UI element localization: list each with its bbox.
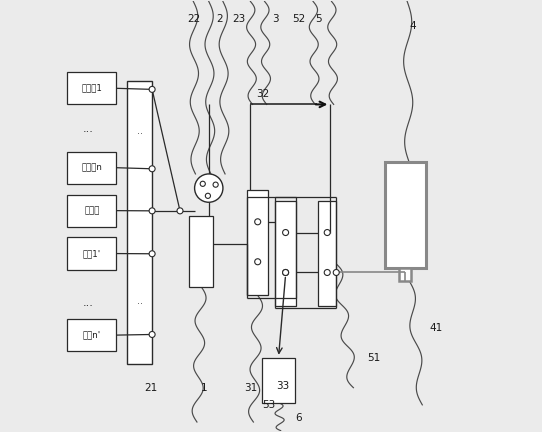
Circle shape: [282, 229, 288, 235]
Circle shape: [282, 270, 288, 276]
Bar: [318, 201, 336, 306]
Text: 22: 22: [187, 13, 201, 24]
Text: 21: 21: [144, 383, 157, 393]
Circle shape: [177, 208, 183, 214]
Text: 52: 52: [292, 13, 306, 24]
Text: 31: 31: [244, 383, 257, 393]
Bar: [67, 238, 117, 270]
Circle shape: [255, 219, 261, 225]
Circle shape: [149, 251, 155, 257]
Bar: [247, 190, 268, 295]
Text: 5: 5: [315, 13, 321, 24]
Circle shape: [324, 270, 330, 276]
Text: 6: 6: [295, 413, 302, 423]
Text: 稀释液1: 稀释液1: [81, 84, 102, 93]
Circle shape: [149, 86, 155, 92]
Text: 清洗液: 清洗液: [84, 206, 100, 215]
Text: 稀释液n: 稀释液n: [81, 163, 102, 172]
Circle shape: [200, 181, 205, 186]
Text: 53: 53: [262, 400, 275, 410]
Text: 样品n': 样品n': [83, 330, 101, 340]
Text: ···: ···: [83, 127, 94, 137]
Bar: [275, 201, 296, 306]
Bar: [127, 81, 152, 364]
Circle shape: [255, 259, 261, 265]
Bar: [190, 216, 213, 287]
Bar: [385, 162, 425, 267]
Circle shape: [324, 229, 330, 235]
Text: ··: ··: [137, 130, 143, 140]
Circle shape: [149, 166, 155, 172]
Circle shape: [213, 182, 218, 187]
Bar: [67, 72, 117, 105]
Text: 41: 41: [430, 323, 443, 333]
Circle shape: [205, 193, 210, 198]
Bar: [67, 152, 117, 184]
Circle shape: [195, 174, 223, 202]
Circle shape: [149, 331, 155, 337]
Text: 2: 2: [216, 13, 223, 24]
Text: ···: ···: [83, 301, 94, 311]
Bar: [399, 267, 411, 281]
Circle shape: [149, 208, 155, 214]
Text: 样品1': 样品1': [83, 249, 101, 258]
Text: ··: ··: [137, 299, 143, 309]
Text: 51: 51: [367, 353, 380, 362]
Text: 32: 32: [257, 89, 270, 98]
Bar: [67, 194, 117, 227]
Bar: [67, 319, 117, 351]
Text: 33: 33: [276, 381, 289, 391]
Circle shape: [333, 270, 339, 276]
Circle shape: [282, 270, 288, 276]
Text: 3: 3: [272, 13, 279, 24]
Bar: [262, 358, 295, 403]
Text: 23: 23: [232, 13, 246, 24]
Text: 4: 4: [409, 21, 416, 31]
Text: 1: 1: [201, 383, 208, 393]
